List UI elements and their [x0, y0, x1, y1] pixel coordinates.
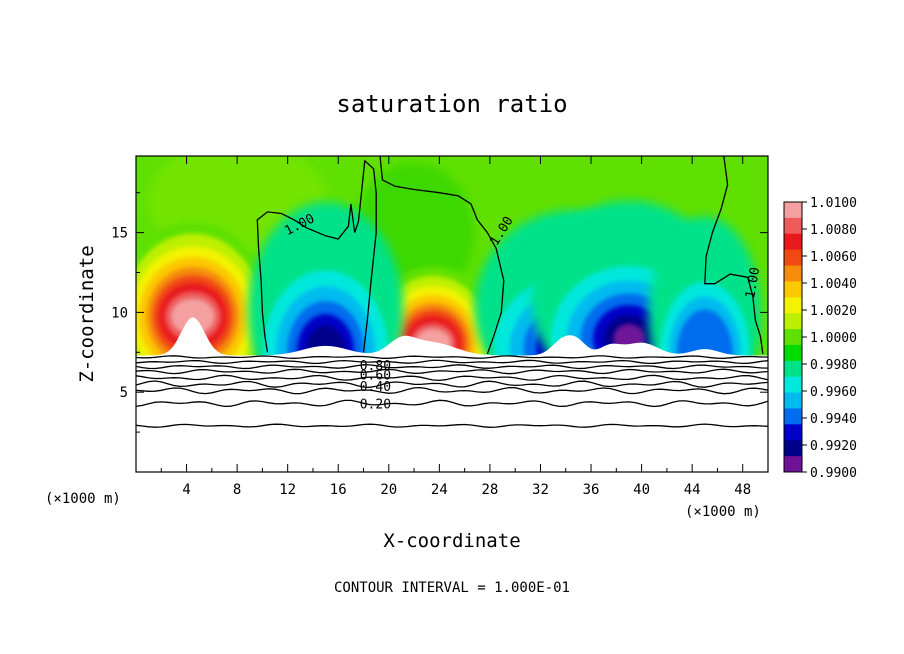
- x-tick-label: 8: [233, 482, 241, 498]
- plot-frame: [135, 155, 769, 473]
- colorbar-swatch: [784, 233, 802, 251]
- colorbar-label: 1.0080: [810, 223, 857, 238]
- colorbar-swatch: [784, 281, 802, 298]
- x-tick-label: 44: [684, 482, 701, 498]
- colorbar-swatch: [784, 392, 802, 409]
- x-tick-label: 20: [380, 482, 397, 498]
- x-axis-label: X-coordinate: [383, 530, 520, 552]
- x-unit-right: (×1000 m): [685, 504, 761, 520]
- contour-interval-note: CONTOUR INTERVAL = 1.000E-01: [334, 580, 570, 596]
- contour-line: [136, 368, 768, 375]
- colorbar-label: 0.9980: [810, 358, 857, 373]
- contour-label-0-60: 0.60: [360, 369, 391, 384]
- colorbar-swatch: [784, 440, 802, 457]
- colorbar-swatch: [784, 408, 802, 425]
- contour-line-1-00: [256, 159, 377, 353]
- x-tick-label: 16: [330, 482, 347, 498]
- colorbar: 1.0100 1.0080 1.0060 1.0040 1.0020 1.0000 0.99…: [783, 196, 857, 481]
- contour-line: [136, 374, 768, 382]
- contour-line: [136, 399, 768, 408]
- contour-label-0-80: 0.80: [360, 359, 391, 374]
- contour-label-0-20: 0.20: [360, 397, 391, 412]
- colorbar-label: 0.9960: [810, 385, 857, 400]
- x-tick-label: 28: [481, 482, 498, 498]
- y-tick-label: 5: [120, 385, 128, 401]
- contour-line: [136, 423, 768, 428]
- moist-lobe: [170, 298, 215, 335]
- plot-field: [136, 156, 768, 472]
- x-tick-label: 36: [583, 482, 600, 498]
- contour-line: [136, 386, 768, 395]
- y-axis: 5 10 15: [111, 192, 768, 433]
- colorbar-swatch: [784, 329, 802, 346]
- contour-line: [136, 380, 768, 388]
- colorbar-label: 1.0040: [810, 277, 857, 292]
- contour-line-1-00: [379, 156, 505, 355]
- y-tick-label: 10: [111, 305, 128, 321]
- x-tick-label: 24: [431, 482, 448, 498]
- contour-lines: [136, 156, 768, 428]
- contour-line: [136, 359, 768, 365]
- contour-line: [136, 355, 768, 359]
- colorbar-swatch: [784, 424, 802, 441]
- y-tick-label: 15: [111, 226, 128, 242]
- colorbar-label: 1.0100: [810, 196, 857, 211]
- x-tick-label: 12: [279, 482, 296, 498]
- x-tick-label: 40: [633, 482, 650, 498]
- x-axis: 4 8 12 16 20 24 28 32 36 40 44 48: [160, 156, 751, 498]
- colorbar-swatch: [784, 249, 802, 267]
- colorbar-swatch: [784, 265, 802, 282]
- colorbar-swatch: [784, 217, 802, 235]
- colorbar-label: 0.9940: [810, 412, 857, 427]
- colorbar-swatch: [784, 344, 802, 362]
- contour-line: [136, 364, 768, 370]
- x-tick-label: 32: [532, 482, 549, 498]
- colorbar-label: 0.9900: [810, 466, 857, 481]
- colorbar-label: 0.9920: [810, 439, 857, 454]
- colorbar-label: 1.0060: [810, 250, 857, 265]
- colorbar-swatch: [784, 360, 802, 378]
- colorbar-swatch: [784, 297, 802, 314]
- contour-line-1-00: [704, 156, 764, 354]
- contour-label-1-00-c: 1.00: [743, 266, 763, 299]
- colorbar-label: 1.0000: [810, 331, 857, 346]
- x-tick-label: 48: [734, 482, 751, 498]
- colorbar-swatch: [784, 313, 802, 330]
- colorbar-swatch: [784, 456, 802, 473]
- chart-title: saturation ratio: [336, 90, 567, 118]
- colorbar-label: 1.0020: [810, 304, 857, 319]
- contour-label-0-40: 0.40: [360, 380, 391, 395]
- x-unit-left: (×1000 m): [45, 491, 121, 507]
- colorbar-swatch: [784, 376, 802, 394]
- colorbar-swatch: [784, 202, 802, 219]
- x-tick-label: 4: [182, 482, 190, 498]
- y-axis-label: Z-coordinate: [76, 245, 98, 382]
